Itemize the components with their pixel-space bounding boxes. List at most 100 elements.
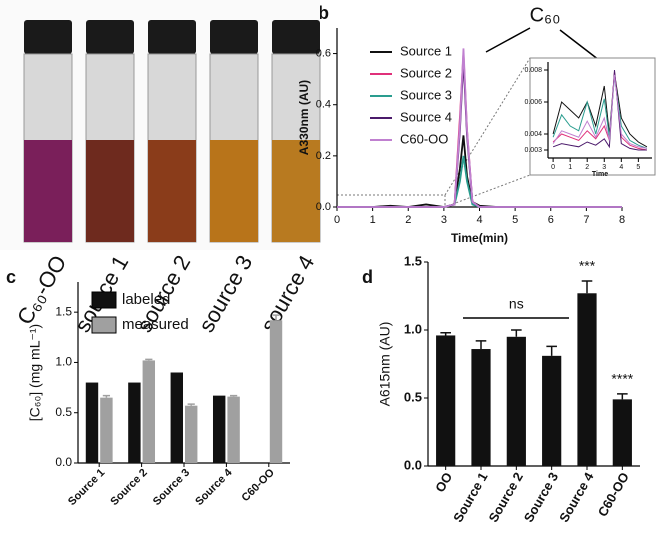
legend-label: Source 2 xyxy=(400,65,452,80)
vial-cap xyxy=(272,20,320,54)
y-tick-label: 0.006 xyxy=(524,99,542,106)
bar xyxy=(142,360,156,463)
vial-cap xyxy=(24,20,72,54)
bar xyxy=(269,320,283,463)
x-tick-label: Source 1 xyxy=(66,467,107,508)
vial-liquid xyxy=(86,140,134,242)
y-axis-label: [C₆₀] (mg mL⁻¹) xyxy=(27,324,43,421)
error-bar xyxy=(581,280,593,294)
x-tick-label: 7 xyxy=(583,214,589,226)
bar xyxy=(612,399,632,466)
x-tick-label: 3 xyxy=(441,214,447,226)
bar xyxy=(128,382,141,463)
line xyxy=(552,71,647,151)
panel-letter: b xyxy=(318,3,329,23)
x-tick-label: 2 xyxy=(585,164,589,171)
x-tick-label: Source 2 xyxy=(485,470,525,525)
legend-label: Source 4 xyxy=(400,109,452,124)
vial-liquid xyxy=(210,140,258,242)
x-tick-label: Source 3 xyxy=(521,470,561,525)
x-tick-label: OO xyxy=(432,470,455,495)
bar xyxy=(471,349,491,466)
line xyxy=(337,48,622,208)
error-bar xyxy=(102,394,111,398)
y-tick-label: 0.6 xyxy=(316,47,331,59)
x-axis-label: Time xyxy=(592,171,608,178)
legend-label: Source 3 xyxy=(400,87,452,102)
legend-label: Source 1 xyxy=(400,43,452,58)
x-tick-label: 6 xyxy=(548,214,554,226)
bar xyxy=(577,293,597,466)
y-tick-label: 0.003 xyxy=(524,147,542,154)
significance-label: **** xyxy=(611,371,633,387)
line xyxy=(552,69,647,151)
x-tick-label: 1 xyxy=(568,164,572,171)
vial-cap xyxy=(210,20,258,54)
x-tick-label: Source 4 xyxy=(193,466,235,508)
panel-letter: d xyxy=(362,267,373,287)
y-tick-label: 1.5 xyxy=(55,304,72,318)
y-tick-label: 0.0 xyxy=(316,201,331,213)
y-tick-label: 0.004 xyxy=(524,131,542,138)
significance-label: ns xyxy=(509,296,524,312)
legend-label: measured xyxy=(122,316,189,333)
x-tick-label: 4 xyxy=(619,164,623,171)
arrow xyxy=(485,27,531,53)
bar xyxy=(227,396,240,463)
legend-label: C60-OO xyxy=(400,131,448,146)
error-bar xyxy=(546,345,557,356)
x-tick-label: 1 xyxy=(370,214,376,226)
error-bar xyxy=(475,340,487,350)
x-tick-label: C60-OO xyxy=(595,470,632,519)
bar xyxy=(212,395,226,463)
bar xyxy=(185,405,198,463)
vial-liquid xyxy=(272,140,320,242)
error-bar xyxy=(187,403,195,406)
bar xyxy=(85,382,99,463)
annotation: C₆₀ xyxy=(530,4,561,26)
y-tick-label: 0.0 xyxy=(404,457,422,472)
x-tick-label: Source 2 xyxy=(108,467,149,508)
y-axis-label: A615nm (AU) xyxy=(377,322,393,407)
vial-label: source 4 xyxy=(256,251,320,337)
y-axis-label: A330nm (AU) xyxy=(297,80,311,155)
x-tick-label: 0 xyxy=(551,164,555,171)
x-tick-label: C60-OO xyxy=(240,466,278,504)
legend-swatch xyxy=(91,316,117,334)
x-tick-label: 4 xyxy=(476,214,482,226)
x-tick-label: Source 3 xyxy=(151,467,192,508)
bar xyxy=(170,372,183,463)
bar xyxy=(436,335,456,466)
error-bar xyxy=(511,329,522,337)
y-tick-label: 0.5 xyxy=(55,405,72,419)
vial-liquid xyxy=(24,140,72,242)
bar xyxy=(100,397,113,463)
significance-label: *** xyxy=(579,258,596,274)
vial-cap xyxy=(86,20,134,54)
vial-liquid xyxy=(148,140,196,242)
y-tick-label: 1.0 xyxy=(55,355,72,369)
zoom-line xyxy=(444,174,531,208)
bar xyxy=(542,355,562,466)
x-tick-label: 3 xyxy=(602,164,606,171)
vial-photo xyxy=(0,0,321,250)
x-tick-label: 8 xyxy=(619,214,625,226)
error-bar xyxy=(145,358,153,361)
y-tick-label: 0.0 xyxy=(55,455,72,469)
zoom-line xyxy=(444,57,531,196)
line xyxy=(552,76,648,149)
legend-label: labeled xyxy=(122,291,170,308)
x-tick-label: 5 xyxy=(636,164,640,171)
y-tick-label: 1.0 xyxy=(404,321,422,336)
x-tick-label: Source 4 xyxy=(556,469,597,525)
bar xyxy=(506,336,526,466)
x-axis-label: Time(min) xyxy=(451,231,508,245)
error-bar xyxy=(272,314,280,321)
y-tick-label: 1.5 xyxy=(404,253,422,268)
line xyxy=(552,73,648,148)
vial-label: source 3 xyxy=(194,251,258,337)
line xyxy=(552,74,647,149)
x-tick-label: Source 1 xyxy=(450,470,490,525)
y-tick-label: 0.008 xyxy=(524,67,542,74)
